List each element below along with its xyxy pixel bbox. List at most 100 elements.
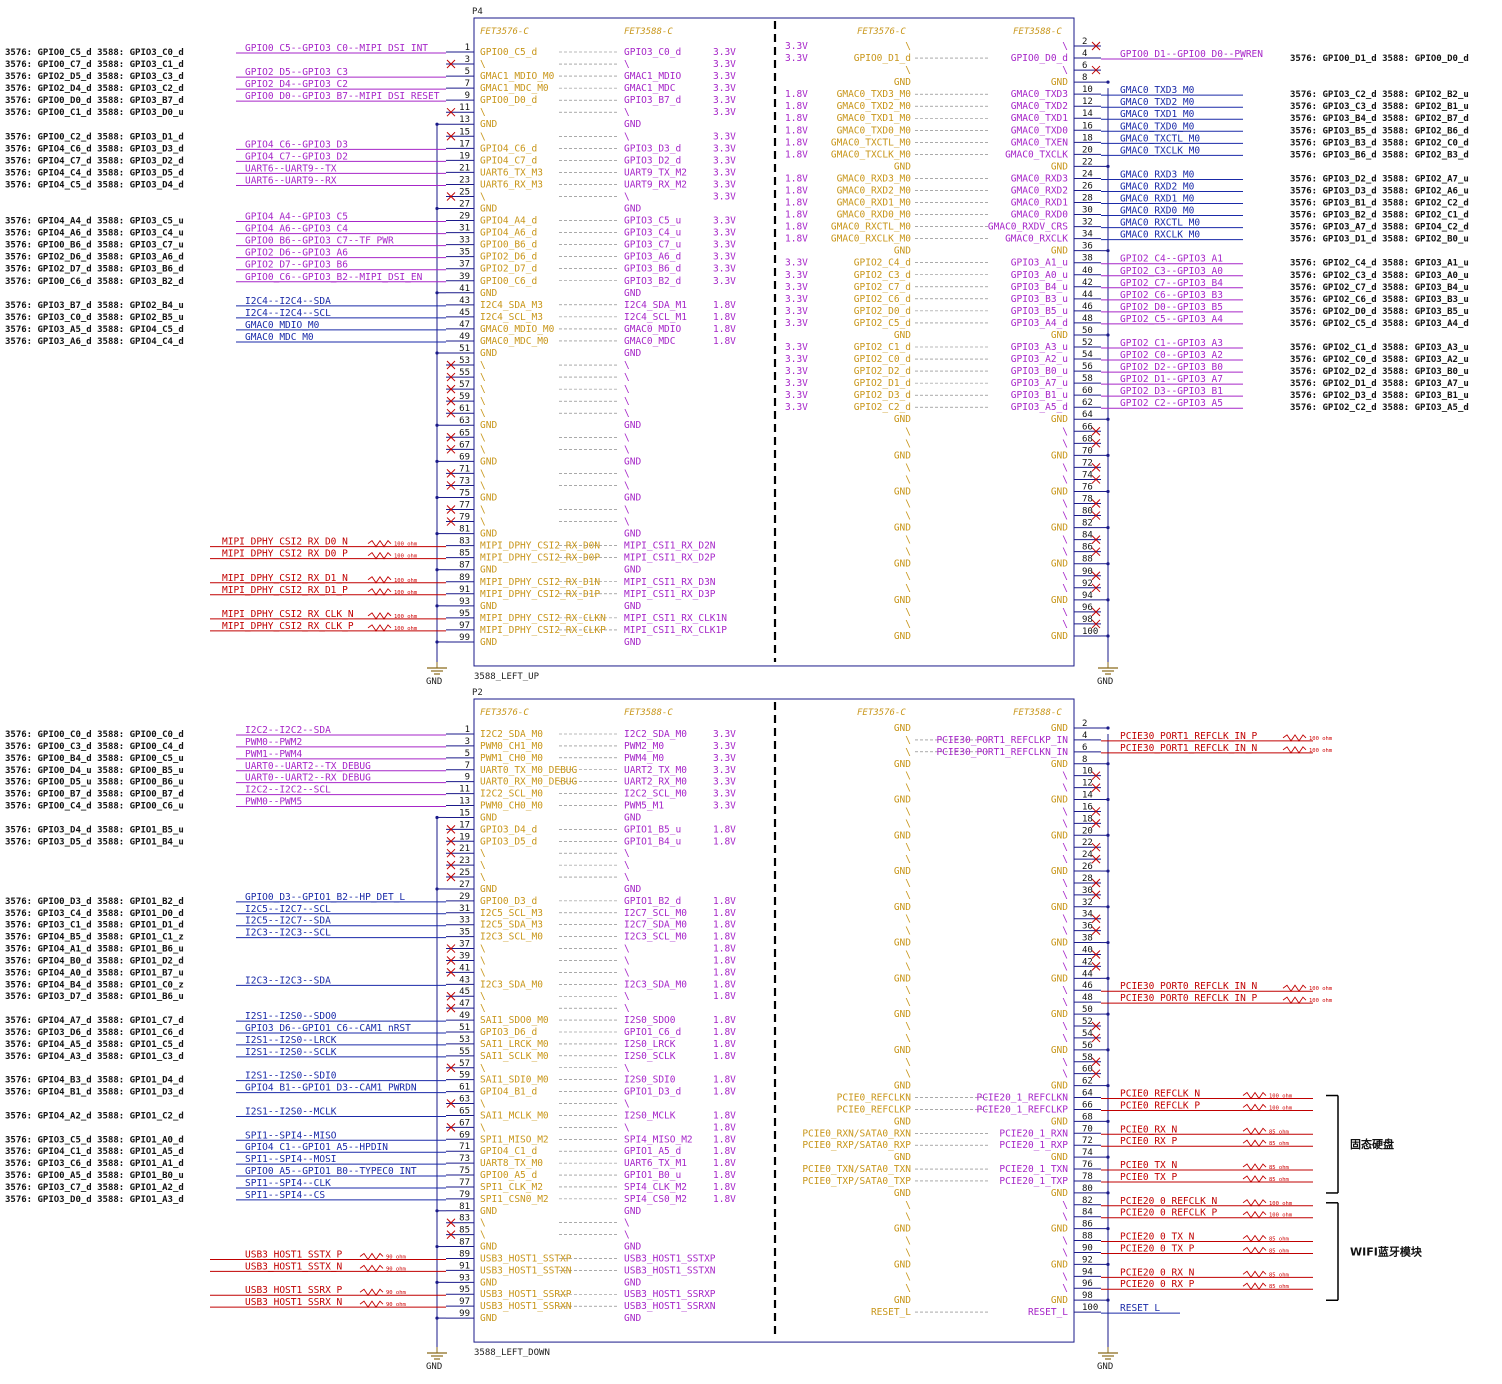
inner-3588-label: GPIO3_A1_u (1011, 258, 1068, 269)
inner-3588-label: GND (1051, 246, 1068, 257)
inner-3576-label: \ (905, 747, 911, 758)
inner-3576-label: GND (894, 161, 911, 172)
inner-3588-label: \ (1062, 890, 1068, 901)
inner-3588-label: GND (624, 637, 641, 648)
inner-3576-label: \ (905, 1021, 911, 1032)
net-label: GMAC0_RXCTL_M0 (1120, 218, 1200, 229)
inner-3576-label: GPIO4_C6_d (480, 143, 537, 154)
pin-number: 69 (459, 1130, 470, 1140)
inner-3576-label: \ (480, 432, 486, 443)
inner-3576-label: GMAC0_RXCTL_M0 (831, 222, 911, 233)
pin-number: 76 (1082, 482, 1093, 492)
net-label: GPIO2_D1--GPIO3_A7 (1120, 374, 1223, 385)
pin-number: 13 (459, 115, 470, 125)
inner-3576-label: GPIO0_C6_d (480, 276, 537, 287)
pin-number: 30 (1082, 206, 1093, 216)
junction-dot (435, 1280, 439, 1284)
inner-3588-label: GND (1051, 631, 1068, 642)
inner-3588-label: SPI4_CLK_M2 (624, 1182, 687, 1193)
inner-3588-label: GND (1051, 1152, 1068, 1163)
inner-3588-label: \ (624, 1122, 630, 1133)
pin-number: 47 (459, 999, 470, 1009)
inner-3576-label: GND (894, 1224, 911, 1235)
voltage-label: 1.8V (713, 1182, 736, 1193)
inner-3588-label: USB3_HOST1_SSTXP (624, 1253, 716, 1264)
pin-number: 52 (1082, 1017, 1093, 1027)
pin-number: 16 (1082, 121, 1093, 131)
pin-number: 6 (1082, 61, 1087, 71)
pin-mux-label: 3576: GPIO3_B1_d 3588: GPIO2_C2_d (1290, 199, 1469, 209)
inner-3576-label: \ (905, 1033, 911, 1044)
junction-dot (1106, 1048, 1110, 1052)
inner-3576-label: GND (894, 1152, 911, 1163)
net-label: GPIO2_C7--GPIO3_B4 (1120, 278, 1223, 289)
pin-number: 98 (1082, 615, 1093, 625)
impedance-symbol (359, 1264, 384, 1273)
pin-mux-label: 3576: GPIO4_B4_d 3588: GPIO1_C0_z (5, 980, 184, 990)
impedance-label: 85 ohm (1269, 1129, 1290, 1135)
inner-3588-label: I2C7_SDA_M0 (624, 920, 687, 931)
no-connect-mark (446, 444, 456, 454)
pin-mux-label: 3576: GPIO4_B5_d 3588: GPIO1_C1_z (5, 933, 184, 943)
inner-3576-label: USB3_HOST1_SSRXN (480, 1301, 572, 1312)
inner-3576-label: GND (480, 348, 497, 359)
junction-dot (435, 604, 439, 608)
pin-mux-label: 3576: GPIO0_D3_d 3588: GPIO1_B2_d (5, 897, 184, 907)
inner-3588-label: \ (624, 955, 630, 966)
inner-3576-label: \ (905, 1236, 911, 1247)
inner-3588-label: GPIO3_C5_u (624, 216, 681, 227)
inner-3588-label: \ (1062, 1236, 1068, 1247)
inner-3576-label: GND (894, 866, 911, 877)
pin-number: 88 (1082, 555, 1093, 565)
junction-dot (435, 532, 439, 536)
pin-number: 57 (459, 1059, 470, 1069)
impedance-symbol (1242, 1091, 1267, 1100)
pin-mux-label: 3576: GPIO3_B3_d 3588: GPIO2_C0_d (1290, 138, 1469, 148)
pin-number: 66 (1082, 1100, 1093, 1110)
inner-3576-label: GPIO3_D5_d (480, 836, 537, 847)
pin-number: 44 (1082, 969, 1093, 979)
net-label: GPIO2_D3--GPIO3_B1 (1120, 386, 1223, 397)
impedance-label: 100 ohm (1269, 1201, 1293, 1207)
net-label: GPIO0_B6--GPIO3_C7--TF_PWR (245, 236, 394, 247)
net-label: GMAC0_RXD0_M0 (1120, 206, 1195, 217)
inner-3576-label: GPIO2_D0_d (854, 306, 911, 317)
inner-3588-label: GPIO3_B1_u (1011, 390, 1068, 401)
inner-3588-label: GMAC0_RXD0 (1011, 210, 1068, 221)
inner-3588-label: GMAC0_MDC (624, 336, 675, 347)
pin-number: 90 (1082, 1243, 1093, 1253)
impedance-symbol (1242, 1163, 1267, 1171)
connector-body (473, 17, 1075, 667)
pin-number: 45 (459, 308, 470, 318)
inner-3576-label: PCIE0_RXP/SATA0_RXP (802, 1140, 911, 1151)
inner-3576-label: PCIE0_REFCLKP (837, 1104, 912, 1115)
net-label: PCIE0_REFCLK_P (1120, 1100, 1200, 1111)
pin-number: 37 (459, 940, 470, 950)
inner-3576-label: \ (480, 1230, 486, 1241)
inner-3588-label: I2S0_MCLK (624, 1110, 676, 1121)
impedance-symbol (367, 624, 392, 632)
inner-3576-label: I2C2_SCL_M0 (480, 789, 543, 800)
inner-3588-label: \ (624, 408, 630, 419)
inner-3576-label: \ (905, 511, 911, 522)
net-label: GPIO2_D7--GPIO3_B6 (245, 260, 348, 271)
inner-3588-label: \ (624, 131, 630, 142)
impedance-label: 85 ohm (1269, 1177, 1290, 1183)
inner-3588-label: \ (1062, 511, 1068, 522)
inner-3576-label: UART6_TX_M3 (480, 167, 543, 178)
pin-number: 26 (1082, 181, 1093, 191)
pin-number: 20 (1082, 145, 1093, 155)
inner-3576-label: GMAC0_TXD2_M0 (837, 101, 912, 112)
inner-3588-label: GPIO3_C7_u (624, 240, 681, 251)
net-label: PWM0--PWM5 (245, 797, 302, 808)
net-label: GMAC0_MDIO_M0 (245, 320, 320, 331)
pin-number: 79 (459, 1190, 470, 1200)
junction-dot (435, 640, 439, 644)
inner-3588-label: \ (624, 1230, 630, 1241)
junction-dot (1106, 762, 1110, 766)
voltage-label: 1.8V (713, 1134, 736, 1145)
pin-number: 87 (459, 561, 470, 571)
wire-layer (210, 17, 1339, 1360)
junction-dot (1106, 1119, 1110, 1123)
pin-number: 54 (1082, 1029, 1093, 1039)
